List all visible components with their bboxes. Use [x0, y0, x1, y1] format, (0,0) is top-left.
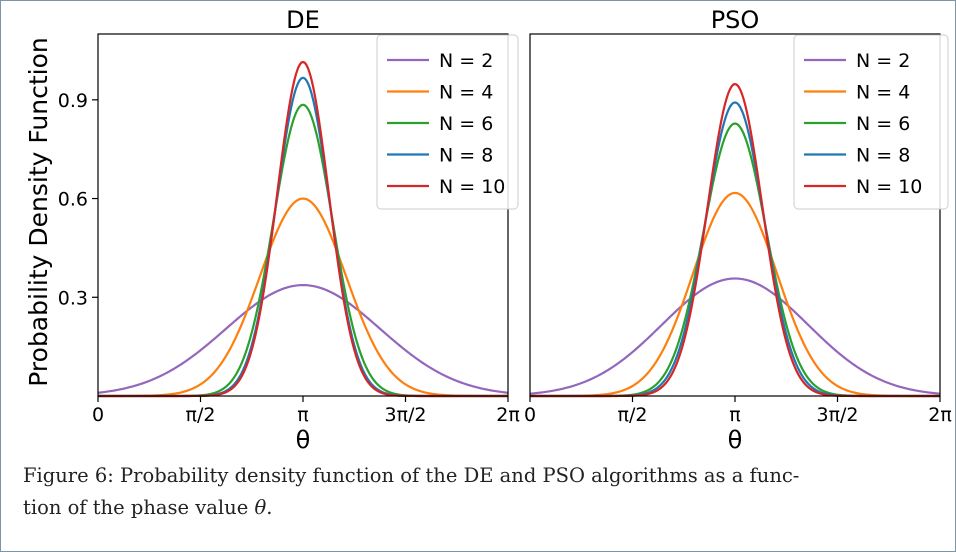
x-tick-label: 2π: [496, 404, 520, 426]
x-axis-label: θ: [728, 426, 743, 454]
x-tick-label: 2π: [928, 404, 952, 426]
y-axis-label: Probability Density Function: [24, 37, 53, 386]
legend-entry-label: N = 8: [856, 145, 910, 167]
x-tick-label: 0: [92, 404, 104, 426]
chart-panel-pso: PSO 0 π/2 π 3π/2 2π θ N = 2 N = 4 N = 6 N = 8 N = 1…: [524, 6, 952, 454]
series-line-n=4: [530, 191, 940, 398]
x-tick-label: π/2: [186, 404, 216, 426]
chart-panel-de: DE0 π/2 π 3π/2 2π0.30.60.9θN = 2N = 4N = 6N …: [58, 6, 520, 454]
y-tick-label: 0.3: [58, 287, 88, 309]
y-tick-label: 0.6: [58, 189, 88, 211]
legend-entry-label: N = 8: [439, 145, 493, 167]
x-tick-label: π/2: [618, 404, 648, 426]
legend-entry-label: N = 6: [439, 113, 493, 135]
legend-entry-label: N = 6: [856, 113, 910, 135]
legend: N = 2 N = 4 N = 6 N = 8 N = 10: [793, 34, 949, 210]
legend-entry-label: N = 10: [856, 176, 922, 198]
figure: Probability Density Function DE 0 π/2 π 3π/2…: [24, 6, 952, 454]
legend: N = 2 N = 4 N = 6 N = 8 N = 10: [376, 34, 519, 210]
x-tick-label: 3π/2: [816, 404, 858, 426]
x-tick-label: π: [297, 404, 308, 426]
x-tick-label: 3π/2: [384, 404, 426, 426]
x-axis-label: θ: [296, 426, 311, 454]
series-line-n=4: [98, 197, 508, 398]
caption-period: .: [266, 496, 273, 519]
x-tick-label: 0: [524, 404, 536, 426]
figure-caption: Figure 6: Probability density function o…: [23, 460, 933, 524]
legend-entry-label: N = 4: [856, 82, 910, 104]
legend-box: [376, 34, 519, 210]
caption-theta-symbol: θ: [254, 496, 267, 519]
legend-entry-label: N = 4: [439, 82, 493, 104]
caption-line-1: Figure 6: Probability density function o…: [23, 464, 800, 487]
legend-box: [793, 34, 949, 210]
chart-title: PSO: [711, 6, 760, 34]
legend-entry-label: N = 2: [439, 50, 493, 72]
y-axis-label-group: Probability Density Function: [24, 37, 53, 386]
legend-entry-label: N = 10: [439, 176, 505, 198]
series-line-n=2: [97, 283, 509, 394]
x-tick-label: π: [729, 404, 740, 426]
caption-line-2-text: tion of the phase value: [23, 496, 255, 519]
series-line-n=2: [529, 277, 941, 395]
legend-entry-label: N = 2: [856, 50, 910, 72]
y-tick-label: 0.9: [58, 90, 88, 112]
chart-title: DE: [286, 6, 320, 34]
